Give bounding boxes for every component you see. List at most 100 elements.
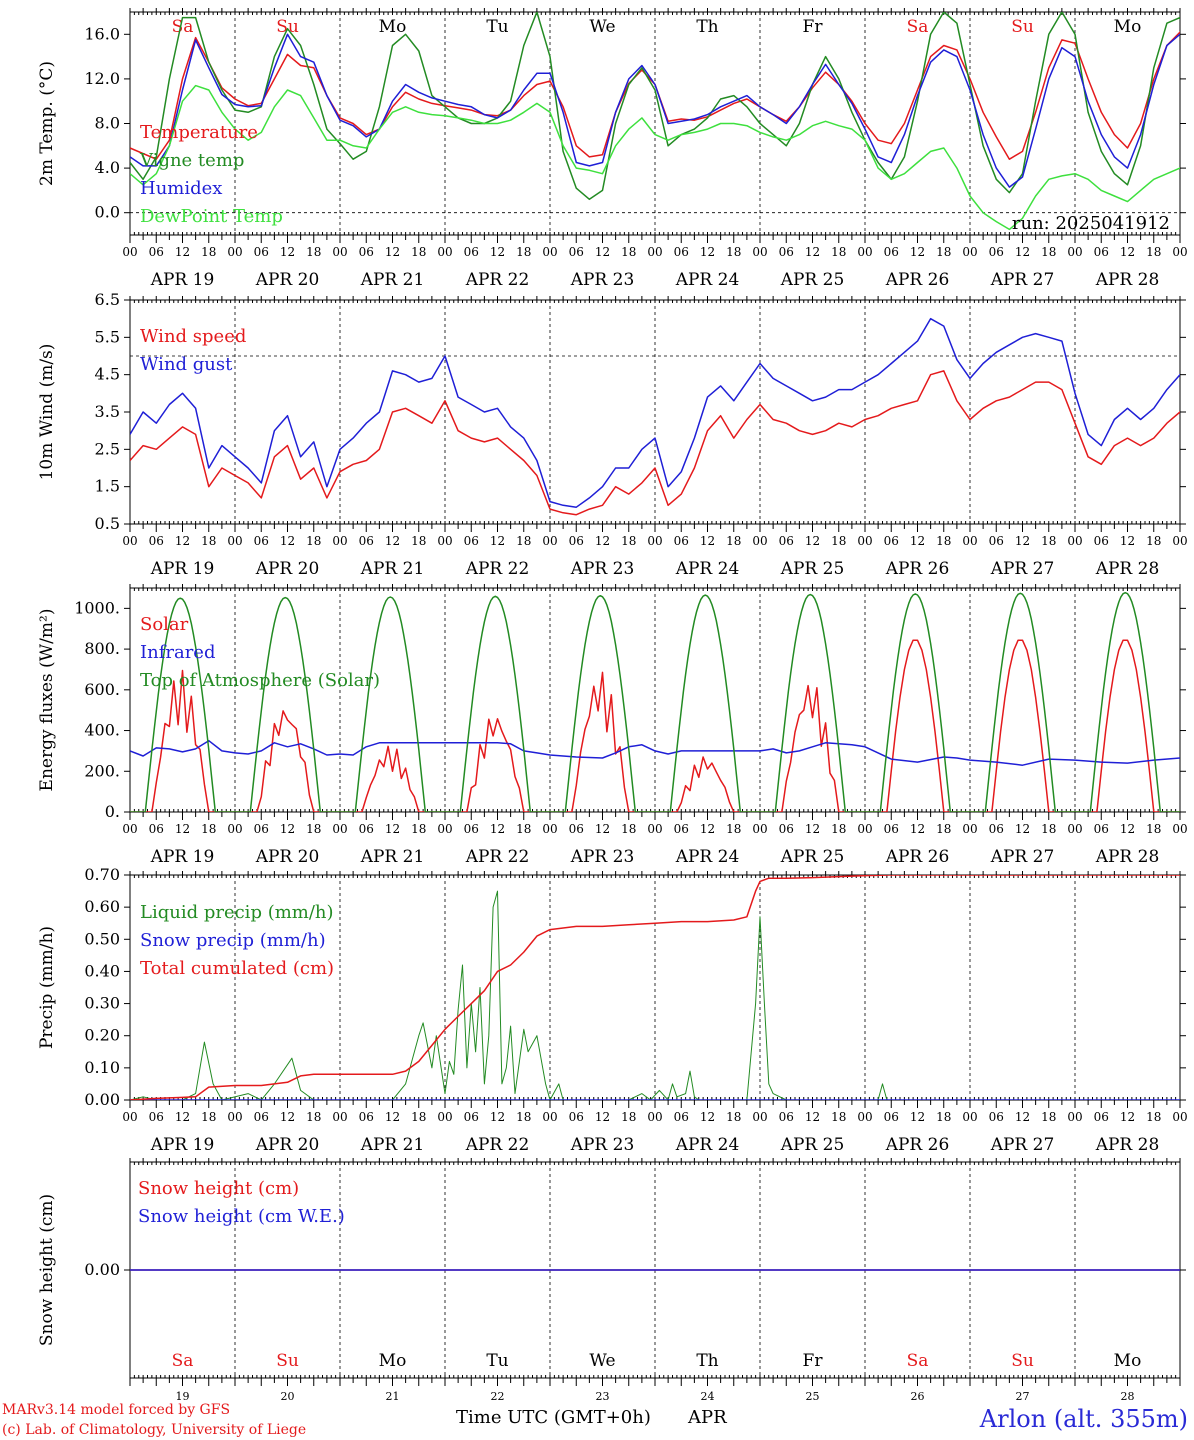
x-date-label: APR 27 [990, 559, 1055, 579]
x-hour-label: 06 [989, 245, 1004, 259]
y-axis-label: Snow height (cm) [37, 1194, 57, 1346]
x-hour-label: 06 [569, 1110, 584, 1124]
legend-entry: Total cumulated (cm) [140, 958, 334, 979]
x-hour-label: 00 [1172, 245, 1187, 259]
x-date-label: APR 25 [780, 270, 845, 290]
x-date-label: APR 21 [360, 1135, 425, 1155]
x-date-label: APR 26 [885, 847, 950, 867]
weekday-label: Fr [803, 17, 824, 37]
series-line-humidex [130, 33, 1180, 188]
y-tick-label: 8.0 [95, 114, 120, 133]
x-hour-label: 00 [1067, 1110, 1082, 1124]
x-date-label: APR 28 [1095, 847, 1160, 867]
x-axis-title: Time UTC (GMT+0h) [456, 1407, 651, 1428]
x-hour-label: 18 [201, 1110, 216, 1124]
series-group [130, 875, 1180, 1100]
x-hour-label: 06 [674, 245, 689, 259]
x-hour-label: 18 [621, 534, 636, 548]
series-line-solar [130, 639, 1180, 812]
x-hour-label: 00 [122, 1110, 137, 1124]
day-number-label: 22 [491, 1390, 505, 1403]
x-date-label: APR 21 [360, 847, 425, 867]
x-date-label: APR 26 [885, 559, 950, 579]
x-hour-label: 00 [1172, 822, 1187, 836]
x-hour-label: 18 [1146, 534, 1161, 548]
x-hour-label: 06 [254, 534, 269, 548]
x-hour-label: 12 [700, 534, 715, 548]
x-hour-label: 12 [1120, 534, 1135, 548]
x-hour-label: 12 [385, 245, 400, 259]
x-hour-label: 06 [779, 822, 794, 836]
y-tick-label: 6.5 [95, 290, 120, 309]
y-tick-label: 12.0 [84, 69, 120, 88]
x-date-label: APR 23 [570, 270, 635, 290]
x-hour-label: 00 [227, 1110, 242, 1124]
legend-entry: Humidex [140, 178, 222, 199]
y-axis-label: Precip (mm/h) [37, 926, 57, 1049]
x-hour-label: 00 [437, 1110, 452, 1124]
x-hour-label: 18 [516, 534, 531, 548]
x-hour-label: 12 [910, 245, 925, 259]
x-hour-label: 00 [857, 822, 872, 836]
x-hour-label: 06 [884, 534, 899, 548]
series-line-top-of-atmosphere-solar- [130, 591, 1180, 812]
x-hour-label: 06 [779, 245, 794, 259]
legend-entry: Vigne temp [139, 150, 244, 171]
x-hour-label: 00 [1067, 534, 1082, 548]
legend-entry: Wind gust [140, 354, 233, 375]
x-hour-label: 06 [464, 822, 479, 836]
x-hour-label: 18 [726, 534, 741, 548]
series-group [130, 317, 1180, 516]
x-hour-label: 18 [1146, 1110, 1161, 1124]
panel-2: 0. 200. 400. 600. 800. 1000. Energy fluxes (W/… [37, 584, 1188, 867]
x-date-label: APR 28 [1095, 1135, 1160, 1155]
x-date-label: APR 25 [780, 559, 845, 579]
x-hour-label: 12 [1015, 534, 1030, 548]
series-line-infrared [130, 739, 1180, 766]
x-date-label: APR 25 [780, 1135, 845, 1155]
x-hour-label: 18 [936, 1110, 951, 1124]
x-hour-label: 18 [411, 245, 426, 259]
panel-0: 0.0 4.0 8.0 12.0 16.0 2m Temp. (°C) 00 06 12 18 AP… [37, 8, 1188, 290]
x-hour-label: 06 [884, 822, 899, 836]
x-hour-label: 06 [569, 245, 584, 259]
y-tick-label: 1000. [74, 598, 120, 617]
x-hour-label: 12 [175, 822, 190, 836]
x-hour-label: 12 [490, 1110, 505, 1124]
x-hour-label: 06 [464, 245, 479, 259]
y-tick-label: 0.0 [95, 203, 120, 222]
x-hour-label: 12 [1120, 1110, 1135, 1124]
x-hour-label: 00 [962, 245, 977, 259]
y-tick-label: 400. [84, 721, 120, 740]
x-date-label: APR 21 [360, 559, 425, 579]
x-hour-label: 00 [1067, 822, 1082, 836]
x-hour-label: 06 [1094, 245, 1109, 259]
x-axis-month: APR [687, 1407, 727, 1428]
weekday-label: Mo [1114, 17, 1142, 37]
weekday-label: Tu [486, 1351, 508, 1371]
legend-entry: Liquid precip (mm/h) [140, 902, 334, 923]
x-hour-label: 12 [700, 822, 715, 836]
weekday-label: Tu [486, 17, 508, 37]
x-hour-label: 12 [700, 1110, 715, 1124]
x-hour-label: 18 [936, 245, 951, 259]
x-date-label: APR 27 [990, 270, 1055, 290]
x-hour-label: 00 [647, 245, 662, 259]
x-hour-label: 18 [516, 245, 531, 259]
run-label: run: 2025041912 [1012, 213, 1170, 234]
x-hour-label: 18 [726, 245, 741, 259]
y-tick-label: 16.0 [84, 24, 120, 43]
x-hour-label: 06 [359, 1110, 374, 1124]
x-hour-label: 06 [779, 534, 794, 548]
x-hour-label: 06 [149, 822, 164, 836]
panel-1: 0.5 1.5 2.5 3.5 4.5 5.5 6.5 10m Wind (m/s) 00 06 1… [37, 290, 1188, 579]
weekday-label: Sa [907, 1351, 929, 1371]
x-date-label: APR 24 [675, 559, 740, 579]
day-number-label: 27 [1016, 1390, 1030, 1403]
x-hour-label: 12 [385, 534, 400, 548]
x-hour-label: 06 [359, 245, 374, 259]
y-tick-label: 1.5 [95, 477, 120, 496]
y-tick-label: 600. [84, 680, 120, 699]
x-hour-label: 00 [1172, 1110, 1187, 1124]
weekday-label: Sa [172, 1351, 194, 1371]
